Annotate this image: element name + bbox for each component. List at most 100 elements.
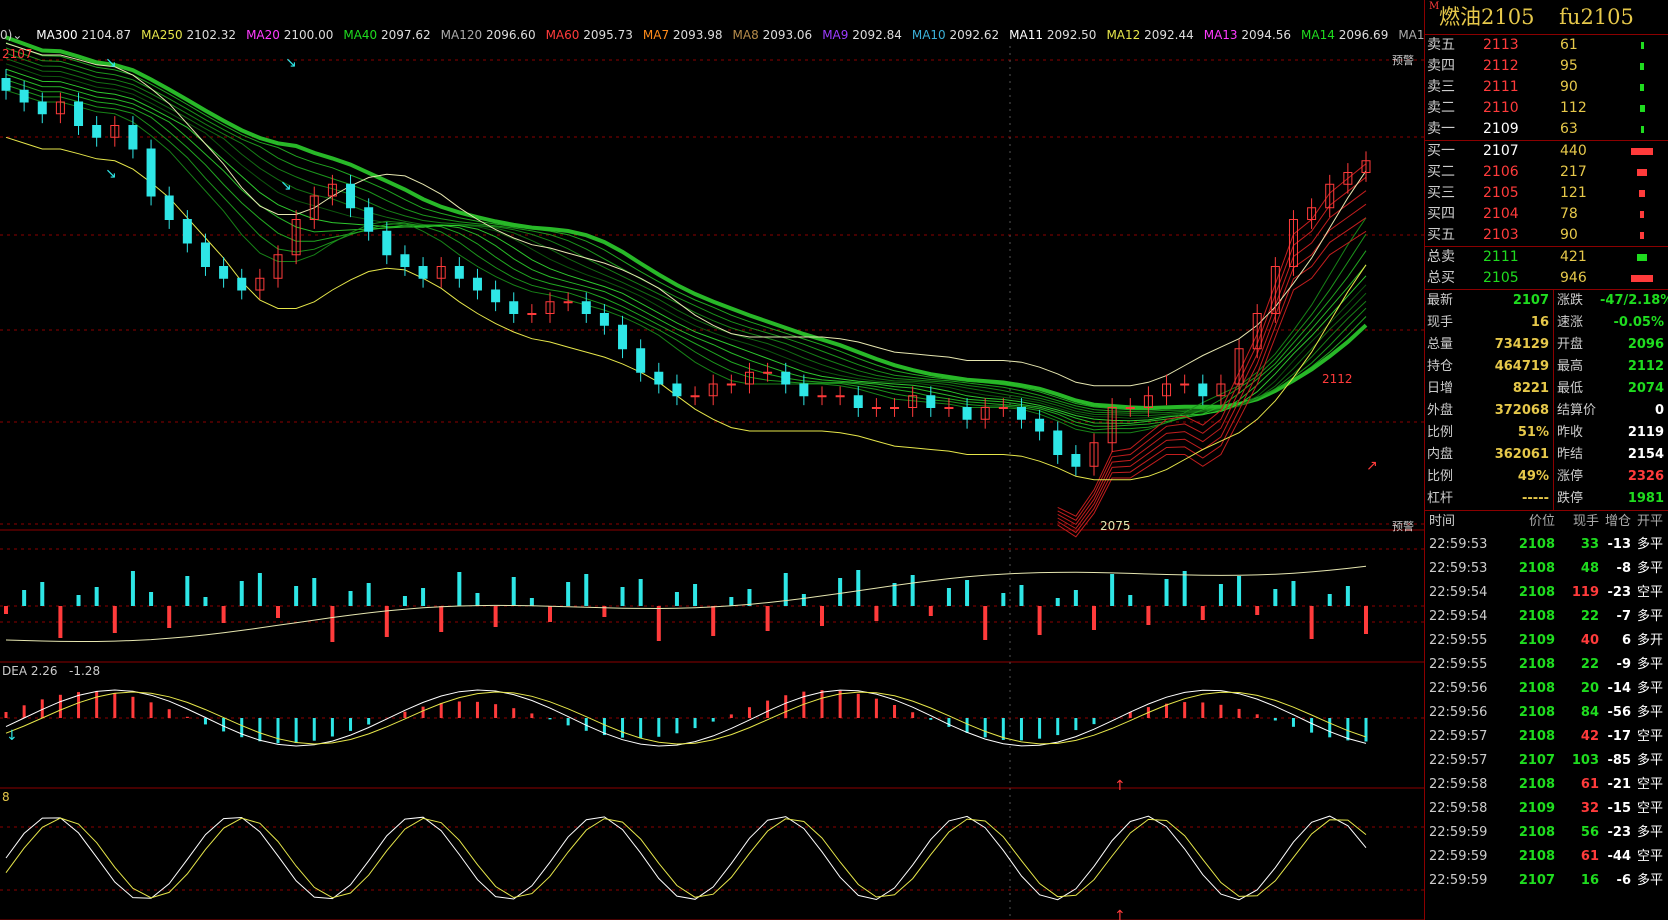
volume-bar [4,606,8,614]
ma-ribbon-line [5,63,1367,419]
tick-row: 22:59:59 2107 16 -6 多平 [1425,869,1668,893]
up-arrow-icon: ↑ [1114,908,1126,920]
candle-body [164,195,174,220]
tick-header: 时间 价位 现手 增仓 开平 [1429,514,1664,529]
book-label: 买一 [1427,143,1455,159]
candle-body [871,407,881,409]
ask-book: 卖五 2113 61 卖四 2112 95 卖三 2111 90 卖二 2110 112 卖一 2109 6… [1425,35,1668,140]
candle-body [237,277,247,291]
stat-label: 比例 [1427,469,1454,484]
book-volume-bar [1637,254,1647,261]
stat-value: -47/2.18% [1600,293,1668,308]
tick-type: 多平 [1637,609,1664,624]
tick-type: 空平 [1637,777,1664,792]
volume-bar [711,606,716,636]
stat-value: 2074 [1627,381,1664,396]
candle-body [346,183,356,209]
book-volume: 78 [1560,206,1578,222]
book-label: 买三 [1427,185,1455,201]
book-volume: 61 [1560,37,1578,53]
book-volume: 946 [1560,270,1587,286]
book-volume-bar [1640,84,1644,91]
tick-row: 22:59:54 2108 22 -7 多平 [1425,605,1668,629]
book-row: 总买 2105 946 [1425,268,1668,289]
chart-area[interactable]: 2112 2075 2107 预警 预警 ↘ ↘ ↘ ↘ ↗ ↑ ↓ ↑ 0)⌄ MA300 2104.… [0,0,1424,920]
tick-qty: 56 [1580,825,1599,840]
tick-row: 22:59:55 2108 22 -9 多平 [1425,653,1668,677]
candle-body [1053,430,1063,455]
ma-name: MA300 [36,28,78,42]
volume-bar [439,606,444,632]
tick-price: 2108 [1518,537,1555,552]
stat-label: 涨跌 [1557,293,1584,308]
tick-price: 2108 [1518,561,1555,576]
candle-body [781,371,791,385]
candle-body [1071,454,1081,467]
book-volume: 90 [1560,227,1578,243]
candle-body [1270,266,1280,314]
tick-time: 22:59:59 [1429,825,1488,840]
tick-list[interactable]: 22:59:53 2108 33 -13 多平 22:59:53 2108 48 … [1425,533,1668,893]
volume-bar [1092,606,1096,630]
book-row: 卖三 2111 90 [1425,77,1668,98]
d-line [5,817,1367,899]
candle-body [273,254,283,279]
volume-bar [1345,586,1350,606]
volume-bar [94,587,99,606]
stat-label: 速涨 [1557,315,1584,330]
stat-row: 总量 734129 开盘 2096 [1425,334,1668,356]
stat-value: 464719 [1494,359,1549,374]
candle-body [309,195,319,220]
volume-bar [566,582,571,606]
up-arrow-icon: ↗ [1366,458,1378,474]
ma-legend-item: MA120 2096.60 [441,28,536,42]
tick-qty: 84 [1580,705,1599,720]
book-label: 总买 [1427,270,1455,286]
candle-body [908,395,918,408]
ma-name: MA9 [822,28,849,42]
volume-bar [892,583,897,606]
tick-row: 22:59:56 2108 20 -14 多平 [1425,677,1668,701]
ma-ribbon-line [5,79,1367,427]
book-volume: 421 [1560,249,1587,265]
book-volume: 90 [1560,79,1578,95]
stat-label: 昨收 [1557,425,1584,440]
volume-bar [366,583,371,606]
red-ma-line [1057,163,1367,517]
ma-value: 2093.98 [672,28,723,42]
high-price-label: 2112 [1322,372,1353,386]
tick-type: 多平 [1637,705,1664,720]
ma-legend-item: MA11 2092.50 [1009,28,1096,42]
volume-bar [112,606,117,633]
sub3-label: 8 [2,790,10,804]
tick-type: 空平 [1637,729,1664,744]
tick-type: 多平 [1637,537,1664,552]
tick-row: 22:59:53 2108 48 -8 多平 [1425,557,1668,581]
ma-name: MA13 [1203,28,1238,42]
tick-type: 多平 [1637,561,1664,576]
book-label: 卖二 [1427,100,1455,116]
tick-time: 22:59:58 [1429,777,1488,792]
ma-legend-item: MA15 2098.50 [1398,28,1424,42]
stat-value: 362061 [1494,447,1549,462]
volume-bar [656,606,661,641]
volume-bar [167,606,172,628]
tick-oi: -7 [1616,609,1631,624]
ma-name: MA20 [246,28,280,42]
ma-legend-item: MA20 2100.00 [246,28,333,42]
candle-body [1234,348,1244,385]
tick-type: 多平 [1637,681,1664,696]
stat-value: 2119 [1627,425,1664,440]
ma-name: MA250 [141,28,183,42]
candle-body [618,324,628,350]
candle-body [110,125,120,138]
volume-bar [1073,590,1078,606]
candle-body [255,277,265,291]
book-row: 卖五 2113 61 [1425,35,1668,56]
book-volume-bar [1640,42,1644,49]
dea-line [5,691,1367,745]
candle-body [19,89,29,103]
volume-bar [820,606,824,626]
tick-type: 多平 [1637,873,1664,888]
